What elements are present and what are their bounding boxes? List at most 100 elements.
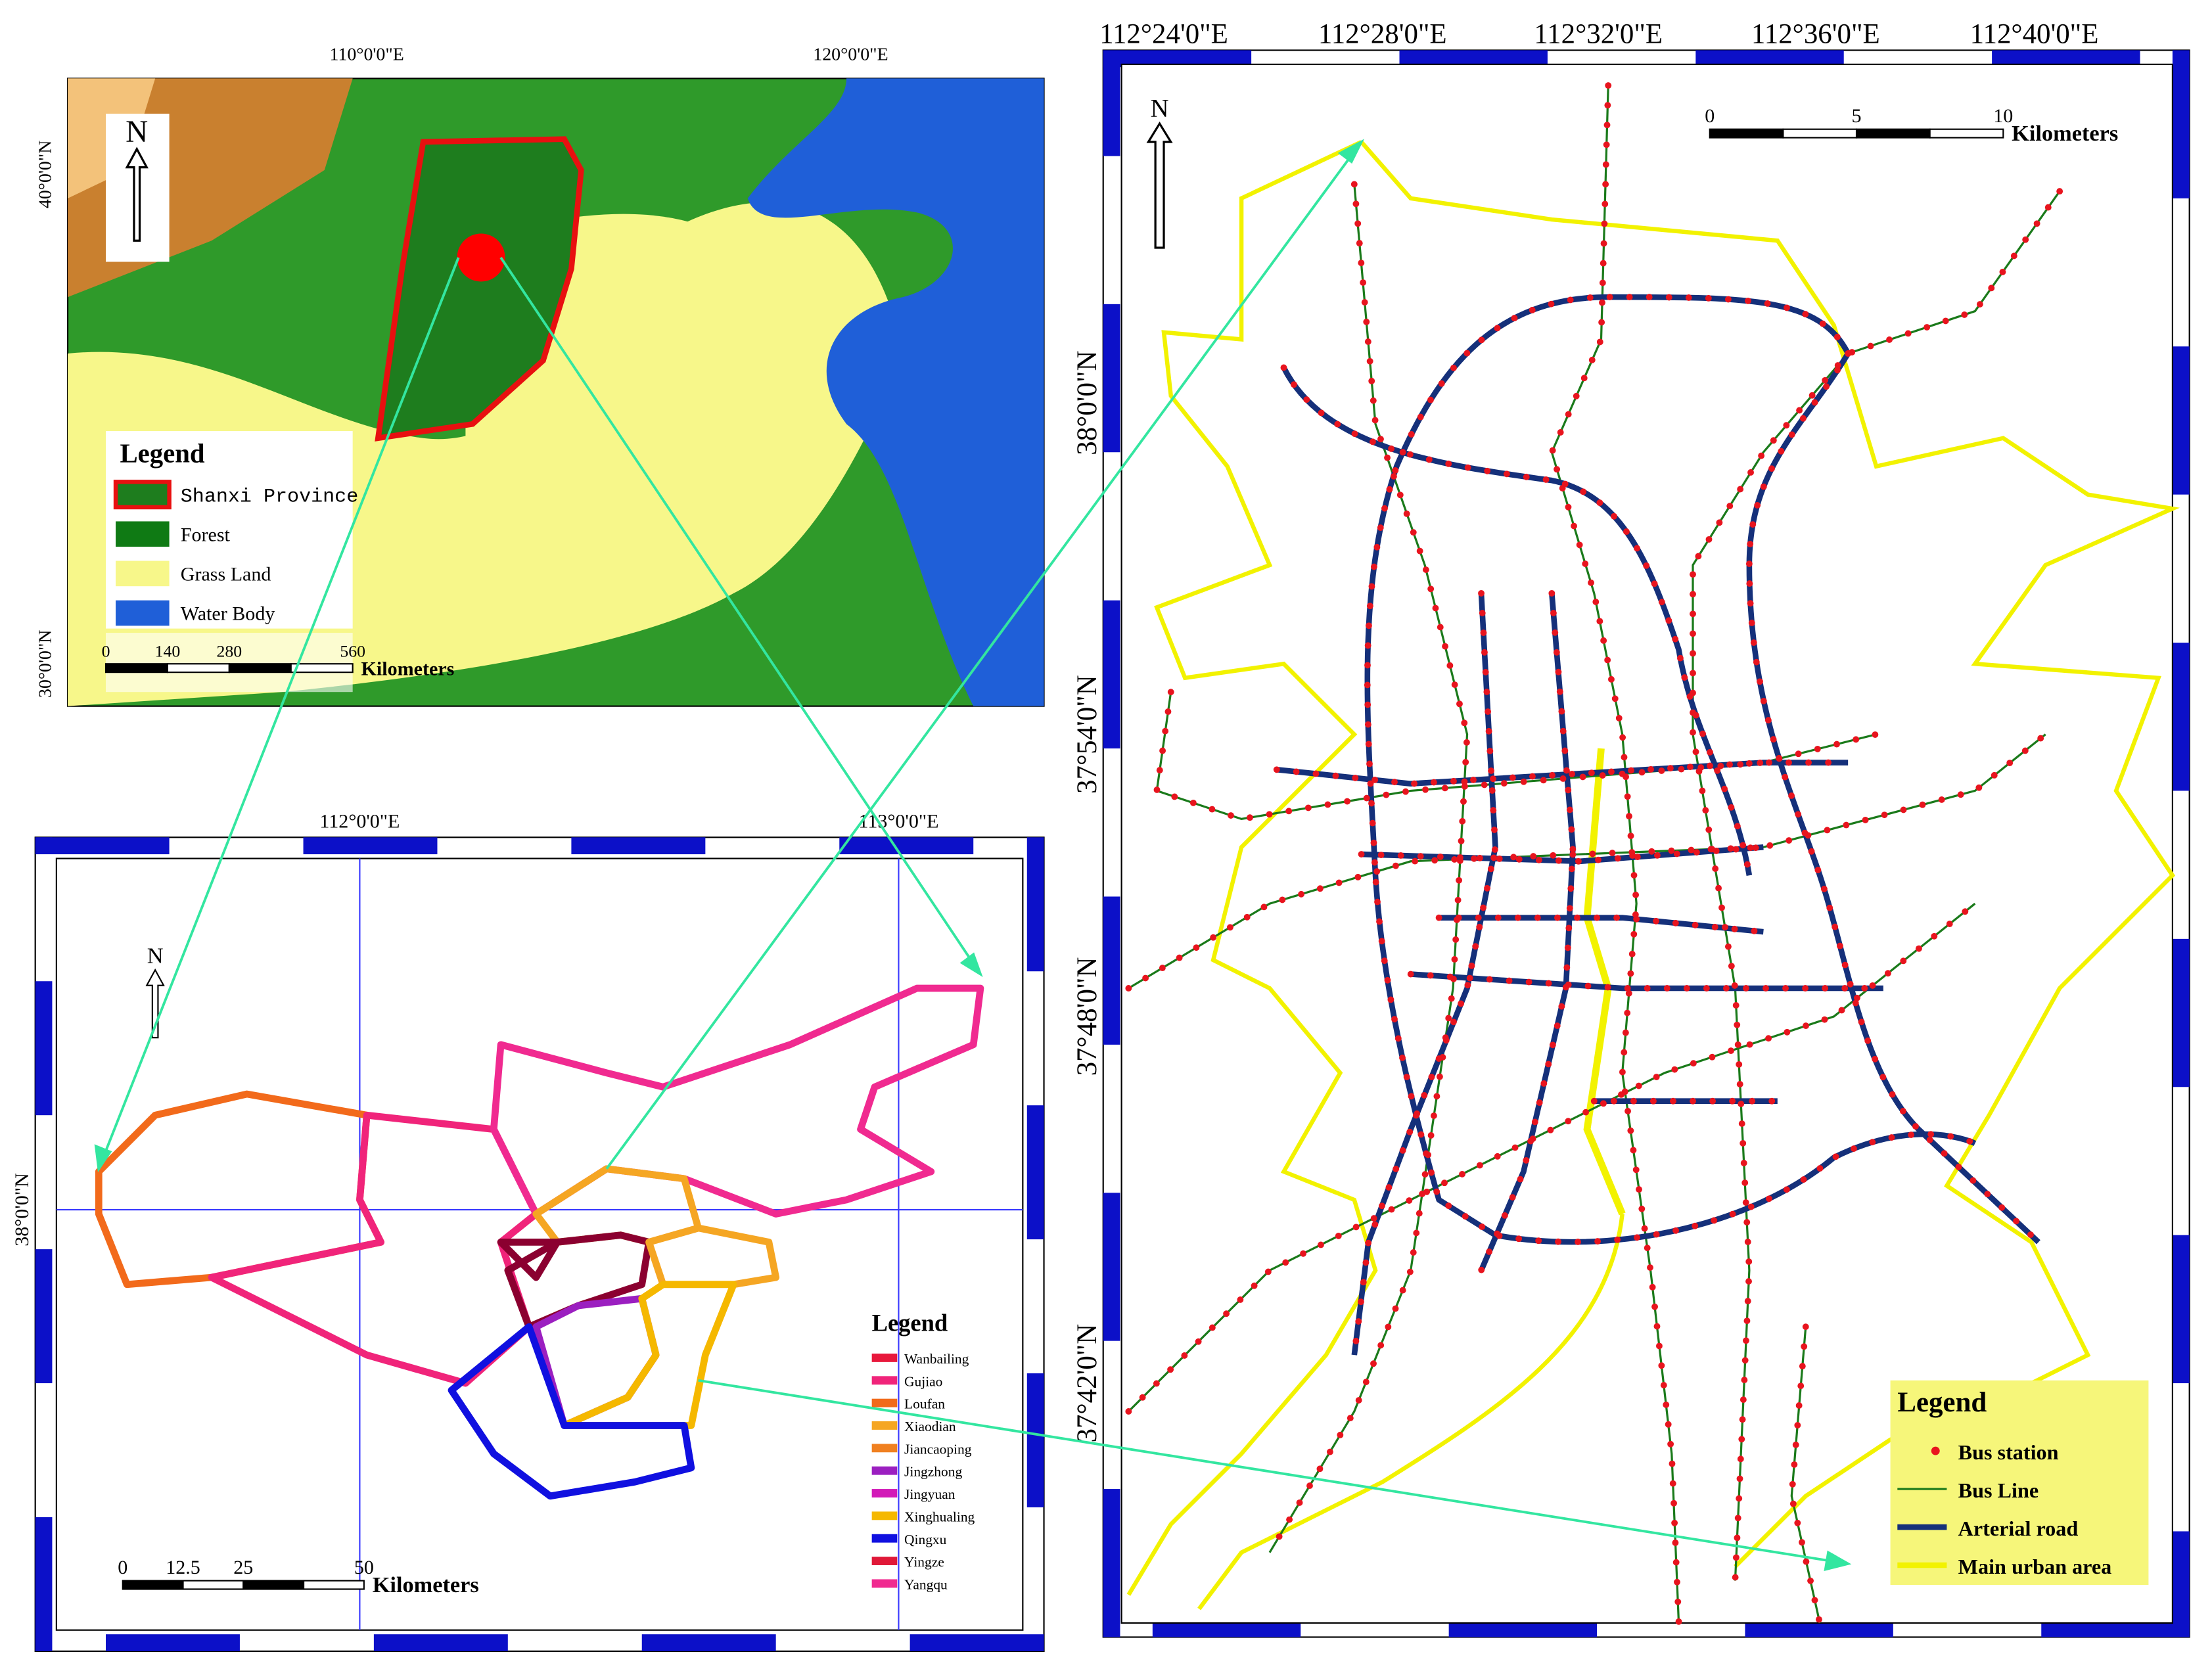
bus-station [1731,925,1738,932]
bus-station [1647,766,1654,773]
bus-station [1450,1018,1457,1026]
bus-station [1391,1016,1398,1022]
bus-station [1427,972,1434,979]
bus-station [1381,957,1388,965]
bus-station [1482,668,1489,675]
bus-station [1438,380,1445,387]
bus-station [1672,919,1679,926]
bus-station [1594,914,1600,921]
bus-station [1692,712,1699,719]
lon-label: 112°32'0"E [1534,19,1663,50]
bus-station [1795,1402,1803,1409]
legend-label: Qingxu [904,1532,947,1547]
bus-station [1782,985,1789,992]
bus-station [1414,1110,1421,1117]
bus-station [1721,785,1728,792]
bus-station [1628,767,1634,774]
bus-station [1740,1160,1747,1166]
bus-station [1445,1015,1452,1022]
bus-station [1869,1139,1876,1146]
bus-station [1670,1097,1676,1105]
bus-station [1872,1055,1879,1063]
bus-station [1358,851,1365,857]
bus-station [1485,708,1492,715]
bus-station [1966,1137,1973,1145]
bus-station [1641,1225,1648,1232]
bus-station [1479,1223,1486,1230]
bus-station [1366,603,1373,610]
bus-station [1604,984,1611,991]
legend-label: Forest [181,523,231,545]
bus-station [1984,1191,1991,1198]
bus-station [1707,748,1713,756]
bus-station [1760,697,1767,704]
bus-station [1555,857,1562,864]
bus-station [1651,580,1658,587]
bus-station [1442,1037,1450,1044]
bus-station [1832,923,1839,930]
bus-station [1669,1480,1676,1487]
border-block [1103,304,1120,453]
bus-station [1377,1342,1385,1349]
bus-station [1888,1134,1895,1141]
bus-station [1377,436,1384,443]
legend-label: Water Body [181,603,275,625]
bus-station [1403,510,1410,517]
legend-box [1890,1380,2149,1586]
connector [97,257,460,1170]
bus-station [1464,982,1471,989]
urban-boundary [1126,140,1378,1596]
bus-station [1624,1009,1631,1017]
bus-station [1738,1436,1745,1443]
bus-station [1727,845,1734,852]
bus-station [1370,1215,1377,1222]
bus-station [1845,350,1852,357]
bus-station [1797,1383,1805,1390]
bus-station [1869,982,1876,989]
bus-station [1799,1363,1806,1370]
bus-station [1799,1539,1805,1546]
bus-station [1399,449,1406,456]
legend-swatch [116,560,170,587]
bus-station [1393,1166,1400,1172]
bus-station [1480,629,1487,636]
scale-segment [1929,128,2004,139]
bus-station [1665,294,1672,301]
bus-station [1361,299,1368,306]
bus-station [1900,957,1907,965]
bus-station [1574,914,1580,921]
bus-station [1370,563,1377,570]
bus-station [1466,974,1473,982]
bus-station [1795,750,1802,758]
bus-station [1387,996,1394,1003]
legend-label: Xinghualing [904,1509,975,1524]
scale-segment [1855,128,1931,139]
bus-station [1610,1097,1617,1105]
bus-station [1417,413,1424,421]
bus-station [1602,161,1609,168]
bus-station [1765,1035,1772,1042]
bus-station [1802,1323,1809,1331]
bus-station [1459,817,1466,825]
bus-station [1490,854,1498,861]
bus-station [1900,806,1907,813]
bus-station [1718,904,1725,911]
bus-station [1600,260,1607,267]
bus-station [1786,837,1793,844]
bus-station [1734,1515,1741,1522]
bus-station [1615,714,1623,721]
bus-station [1731,982,1738,989]
bus-station [1732,1554,1740,1561]
bus-station [1833,333,1841,340]
bus-station [1559,775,1567,782]
legend-label: Yangqu [904,1576,948,1592]
bus-station [1565,503,1572,511]
bus-station [1768,465,1775,472]
bus-station [1742,1199,1749,1206]
bus-station [1494,1153,1501,1160]
bus-station [1448,995,1455,1002]
bus-station [1355,1397,1362,1404]
bus-station [1816,1165,1824,1172]
bus-station [2021,747,2029,754]
